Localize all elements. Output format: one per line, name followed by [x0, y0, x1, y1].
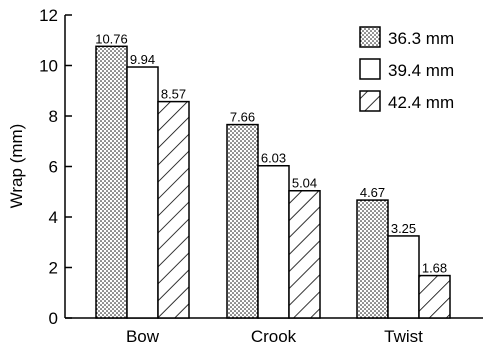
y-tick-label: 8 — [49, 107, 58, 126]
y-tick-label: 2 — [49, 259, 58, 278]
bar-twist-series-3 — [418, 274, 451, 319]
bar-crook-series-1 — [226, 123, 259, 319]
legend: 36.3 mm 39.4 mm 42.4 mm — [359, 26, 454, 112]
bar-value-label: 7.66 — [230, 110, 255, 125]
bar-bow-series-2 — [126, 66, 159, 319]
x-category-label: Crook — [251, 327, 297, 346]
bar-value-label: 1.68 — [422, 261, 447, 276]
x-category-label: Twist — [384, 327, 423, 346]
bar-group-crook: 7.66 6.03 5.04 — [226, 110, 321, 319]
bar-bow-series-3 — [157, 100, 190, 319]
bar-crook-series-3 — [288, 189, 321, 319]
bar-group-bow: 10.769.94 8.57 — [95, 31, 190, 319]
bar-value-label: 4.67 — [360, 185, 385, 200]
bar-value-label: 6.03 — [261, 151, 286, 166]
y-tick-label: 6 — [49, 158, 58, 177]
legend-swatch-2 — [359, 58, 381, 80]
bar-value-label: 10.76 — [95, 31, 128, 46]
bar-value-label: 5.04 — [292, 176, 317, 191]
y-tick-label: 10 — [39, 57, 58, 76]
legend-swatch-1 — [359, 26, 381, 48]
legend-swatch-3 — [359, 90, 381, 112]
legend-label-2: 39.4 mm — [388, 61, 454, 80]
y-tick-label: 0 — [49, 309, 58, 328]
legend-label-1: 36.3 mm — [388, 29, 454, 48]
bar-bow-series-1 — [95, 45, 128, 319]
bar-value-label: 8.57 — [161, 87, 186, 102]
bar-twist-series-1 — [356, 199, 389, 319]
y-tick-label: 12 — [39, 6, 58, 25]
bar-value-label: 3.25 — [391, 221, 416, 236]
y-axis-title: Wrap (mm) — [7, 124, 26, 209]
y-tick-label: 4 — [49, 208, 58, 227]
bar-twist-series-2 — [387, 235, 420, 319]
bar-groups: 10.769.94 8.57 7.66 6.03 5.04 4.67 3.25 1.68 — [95, 31, 451, 319]
legend-label-3: 42.4 mm — [388, 93, 454, 112]
y-axis-ticks: 0 2 4 6 8 10 12 — [39, 6, 72, 328]
bar-crook-series-2 — [257, 164, 290, 319]
x-axis-category-labels: Bow Crook Twist — [126, 327, 423, 346]
bar-group-twist: 4.67 3.25 1.68 — [356, 185, 451, 319]
bar-value-label: 9.94 — [130, 52, 155, 67]
x-category-label: Bow — [126, 327, 160, 346]
